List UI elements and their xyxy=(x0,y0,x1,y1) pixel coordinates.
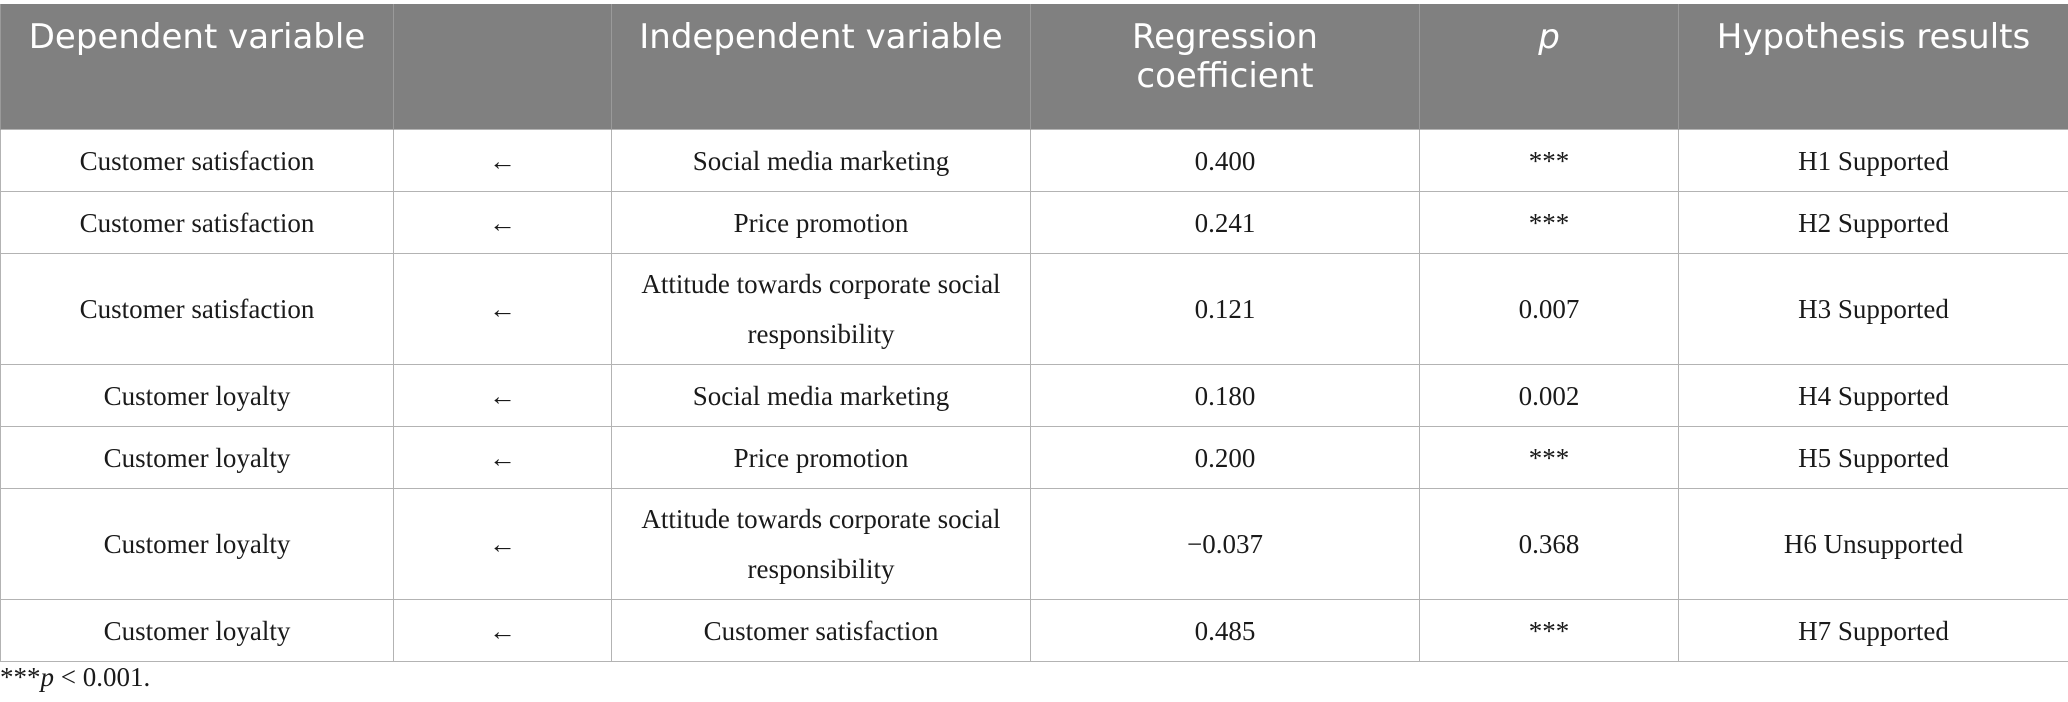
cell-dependent-variable: Customer loyalty xyxy=(0,364,394,427)
cell-p-value: *** xyxy=(1419,191,1679,254)
table-row: Customer loyalty ← Customer satisfaction… xyxy=(0,599,2068,662)
cell-arrow: ← xyxy=(393,191,612,254)
results-table-container: Dependent variable Independent variable … xyxy=(0,4,2068,662)
cell-dependent-variable: Customer loyalty xyxy=(0,426,394,489)
cell-p-value: *** xyxy=(1419,599,1679,662)
cell-arrow: ← xyxy=(393,253,612,365)
footnote-p: p xyxy=(40,662,55,692)
table-row: Customer loyalty ← Social media marketin… xyxy=(0,364,2068,427)
header-hypothesis-results: Hypothesis results xyxy=(1678,4,2068,130)
cell-hypothesis-result: H3 Supported xyxy=(1678,253,2068,365)
cell-independent-variable: Attitude towards corporate social respon… xyxy=(611,253,1031,365)
table-row: Customer satisfaction ← Social media mar… xyxy=(0,129,2068,192)
footnote-stars: *** xyxy=(0,662,41,692)
footnote-threshold: < 0.001. xyxy=(54,662,151,692)
cell-regression-coefficient: −0.037 xyxy=(1030,488,1420,600)
table-footnote: ***p < 0.001. xyxy=(0,662,150,693)
cell-independent-variable: Price promotion xyxy=(611,191,1031,254)
table-row: Customer loyalty ← Attitude towards corp… xyxy=(0,488,2068,600)
cell-regression-coefficient: 0.241 xyxy=(1030,191,1420,254)
table-row: Customer satisfaction ← Price promotion … xyxy=(0,191,2068,254)
cell-arrow: ← xyxy=(393,426,612,489)
cell-independent-variable: Customer satisfaction xyxy=(611,599,1031,662)
cell-dependent-variable: Customer satisfaction xyxy=(0,253,394,365)
header-p-value: p xyxy=(1419,4,1679,130)
header-dependent-variable: Dependent variable xyxy=(0,4,394,130)
cell-hypothesis-result: H7 Supported xyxy=(1678,599,2068,662)
cell-p-value: 0.007 xyxy=(1419,253,1679,365)
cell-p-value: *** xyxy=(1419,426,1679,489)
cell-independent-variable: Price promotion xyxy=(611,426,1031,489)
cell-regression-coefficient: 0.180 xyxy=(1030,364,1420,427)
cell-dependent-variable: Customer loyalty xyxy=(0,488,394,600)
cell-independent-variable: Social media marketing xyxy=(611,129,1031,192)
cell-independent-variable: Social media marketing xyxy=(611,364,1031,427)
table-row: Customer loyalty ← Price promotion 0.200… xyxy=(0,426,2068,489)
cell-regression-coefficient: 0.400 xyxy=(1030,129,1420,192)
cell-hypothesis-result: H6 Unsupported xyxy=(1678,488,2068,600)
cell-arrow: ← xyxy=(393,599,612,662)
cell-p-value: 0.368 xyxy=(1419,488,1679,600)
cell-arrow: ← xyxy=(393,129,612,192)
cell-arrow: ← xyxy=(393,364,612,427)
cell-independent-variable: Attitude towards corporate social respon… xyxy=(611,488,1031,600)
cell-dependent-variable: Customer satisfaction xyxy=(0,129,394,192)
cell-dependent-variable: Customer loyalty xyxy=(0,599,394,662)
header-independent-variable: Independent variable xyxy=(611,4,1031,130)
cell-regression-coefficient: 0.485 xyxy=(1030,599,1420,662)
cell-hypothesis-result: H4 Supported xyxy=(1678,364,2068,427)
cell-hypothesis-result: H5 Supported xyxy=(1678,426,2068,489)
cell-arrow: ← xyxy=(393,488,612,600)
table-row: Customer satisfaction ← Attitude towards… xyxy=(0,253,2068,365)
cell-hypothesis-result: H2 Supported xyxy=(1678,191,2068,254)
cell-dependent-variable: Customer satisfaction xyxy=(0,191,394,254)
header-arrow xyxy=(393,4,612,130)
cell-hypothesis-result: H1 Supported xyxy=(1678,129,2068,192)
hypothesis-results-table: Dependent variable Independent variable … xyxy=(0,4,2068,662)
cell-regression-coefficient: 0.200 xyxy=(1030,426,1420,489)
cell-p-value: 0.002 xyxy=(1419,364,1679,427)
cell-p-value: *** xyxy=(1419,129,1679,192)
header-regression-coefficient: Regression coefficient xyxy=(1030,4,1420,130)
cell-regression-coefficient: 0.121 xyxy=(1030,253,1420,365)
table-header-row: Dependent variable Independent variable … xyxy=(0,4,2068,130)
